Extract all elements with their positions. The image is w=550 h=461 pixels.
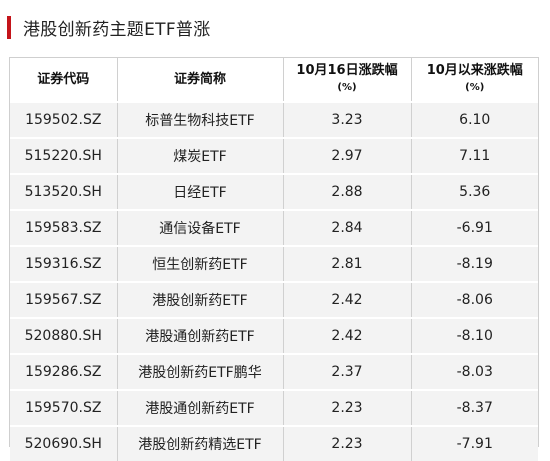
cell-day-change: 2.23 bbox=[282, 425, 411, 461]
cell-day-change: 2.88 bbox=[282, 173, 411, 210]
cell-month-change: -8.37 bbox=[410, 389, 538, 426]
table-row: 159583.SZ 通信设备ETF 2.84 -6.91 bbox=[10, 209, 538, 246]
cell-name: 港股创新药精选ETF bbox=[116, 425, 283, 461]
cell-name: 通信设备ETF bbox=[116, 209, 283, 246]
cell-code: 515220.SH bbox=[10, 137, 117, 174]
cell-name: 港股创新药ETF bbox=[116, 281, 283, 318]
cell-day-change: 2.81 bbox=[282, 245, 411, 282]
table-row: 520690.SH 港股创新药精选ETF 2.23 -7.91 bbox=[10, 425, 538, 461]
title-accent-bar bbox=[7, 16, 11, 39]
etf-table-container: 证券代码 证券简称 10月16日涨跌幅 (%) 10月以来涨跌幅 (%) 15950… bbox=[9, 57, 539, 461]
header-name: 证券简称 bbox=[116, 58, 283, 103]
cell-code: 159583.SZ bbox=[10, 209, 117, 246]
cell-name: 煤炭ETF bbox=[116, 137, 283, 174]
table-row: 515220.SH 煤炭ETF 2.97 7.11 bbox=[10, 137, 538, 174]
table-row: 159286.SZ 港股创新药ETF鹏华 2.37 -8.03 bbox=[10, 353, 538, 390]
cell-month-change: -8.03 bbox=[410, 353, 538, 390]
cell-month-change: 5.36 bbox=[410, 173, 538, 210]
table-row: 159316.SZ 恒生创新药ETF 2.81 -8.19 bbox=[10, 245, 538, 282]
cell-month-change: -6.91 bbox=[410, 209, 538, 246]
header-month-change: 10月以来涨跌幅 (%) bbox=[410, 58, 538, 103]
etf-table: 证券代码 证券简称 10月16日涨跌幅 (%) 10月以来涨跌幅 (%) 15950… bbox=[10, 58, 538, 461]
header-code: 证券代码 bbox=[10, 58, 117, 103]
cell-name: 港股通创新药ETF bbox=[116, 317, 283, 354]
cell-day-change: 2.84 bbox=[282, 209, 411, 246]
table-body: 159502.SZ 标普生物科技ETF 3.23 6.10 515220.SH 煤炭ETF… bbox=[10, 101, 538, 461]
page-title: 港股创新药主题ETF普涨 bbox=[23, 20, 211, 40]
cell-month-change: 6.10 bbox=[410, 101, 538, 138]
cell-name: 标普生物科技ETF bbox=[116, 101, 283, 138]
table-row: 159570.SZ 港股通创新药ETF 2.23 -8.37 bbox=[10, 389, 538, 426]
table-header-row: 证券代码 证券简称 10月16日涨跌幅 (%) 10月以来涨跌幅 (%) bbox=[10, 58, 538, 103]
title-bar: 港股创新药主题ETF普涨 bbox=[7, 16, 211, 40]
cell-day-change: 2.37 bbox=[282, 353, 411, 390]
cell-name: 日经ETF bbox=[116, 173, 283, 210]
table-row: 159502.SZ 标普生物科技ETF 3.23 6.10 bbox=[10, 101, 538, 138]
cell-code: 520690.SH bbox=[10, 425, 117, 461]
cell-name: 恒生创新药ETF bbox=[116, 245, 283, 282]
cell-day-change: 2.97 bbox=[282, 137, 411, 174]
cell-month-change: -8.06 bbox=[410, 281, 538, 318]
cell-code: 513520.SH bbox=[10, 173, 117, 210]
cell-code: 159502.SZ bbox=[10, 101, 117, 138]
header-day-change: 10月16日涨跌幅 (%) bbox=[282, 58, 411, 103]
cell-month-change: 7.11 bbox=[410, 137, 538, 174]
cell-name: 港股创新药ETF鹏华 bbox=[116, 353, 283, 390]
table-row: 513520.SH 日经ETF 2.88 5.36 bbox=[10, 173, 538, 210]
table-row: 520880.SH 港股通创新药ETF 2.42 -8.10 bbox=[10, 317, 538, 354]
cell-code: 159570.SZ bbox=[10, 389, 117, 426]
cell-name: 港股通创新药ETF bbox=[116, 389, 283, 426]
table-row: 159567.SZ 港股创新药ETF 2.42 -8.06 bbox=[10, 281, 538, 318]
cell-code: 520880.SH bbox=[10, 317, 117, 354]
cell-month-change: -7.91 bbox=[410, 425, 538, 461]
cell-code: 159286.SZ bbox=[10, 353, 117, 390]
cell-day-change: 3.23 bbox=[282, 101, 411, 138]
cell-month-change: -8.19 bbox=[410, 245, 538, 282]
cell-code: 159567.SZ bbox=[10, 281, 117, 318]
cell-month-change: -8.10 bbox=[410, 317, 538, 354]
cell-code: 159316.SZ bbox=[10, 245, 117, 282]
cell-day-change: 2.42 bbox=[282, 281, 411, 318]
cell-day-change: 2.42 bbox=[282, 317, 411, 354]
cell-day-change: 2.23 bbox=[282, 389, 411, 426]
